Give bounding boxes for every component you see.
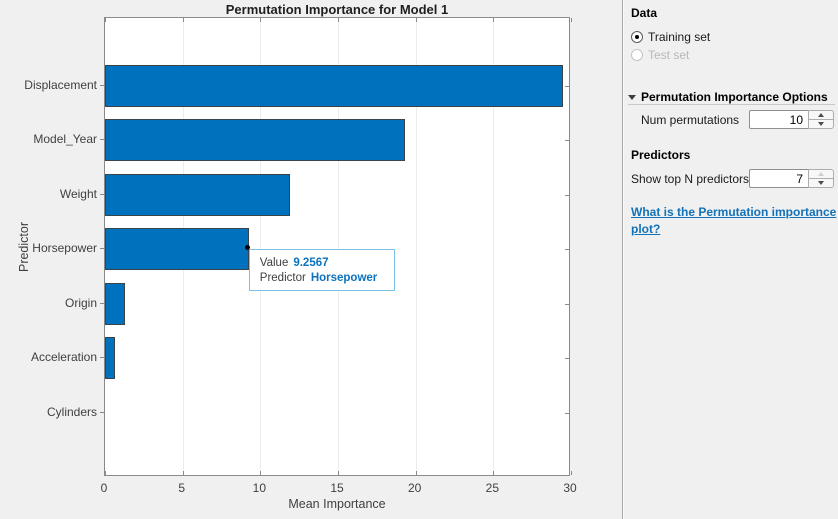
x-tick-label-0: 0 <box>100 481 108 495</box>
show-top-n-decrement-button[interactable] <box>808 178 834 188</box>
gridline-x-20 <box>415 18 417 475</box>
y-tick-label-horsepower: Horsepower <box>32 241 97 255</box>
y-tick-right-cylinders <box>565 412 569 414</box>
y-axis-tick-labels: Displacement Model_Year Weight Horsepower Or… <box>0 17 97 476</box>
x-tick-5 <box>182 471 184 475</box>
arrow-up-icon <box>818 113 824 117</box>
x-tick-20 <box>415 18 417 22</box>
x-tick-label-25: 25 <box>485 481 499 495</box>
datatip-value-label: Value <box>259 257 289 269</box>
datatip-marker[interactable] <box>245 245 251 250</box>
x-tick-label-5: 5 <box>178 481 185 495</box>
gridline-x-10 <box>260 18 262 475</box>
x-tick-15 <box>338 18 339 22</box>
radio-training-set-icon[interactable] <box>631 31 643 43</box>
y-tick-horsepower <box>100 248 104 249</box>
x-tick-10 <box>260 18 262 22</box>
arrow-up-icon <box>818 172 824 176</box>
show-top-n-spinner <box>749 169 834 188</box>
y-tick-model_year <box>100 139 104 140</box>
show-top-n-increment-button <box>808 169 834 178</box>
x-tick-25 <box>493 471 495 475</box>
y-tick-label-cylinders: Cylinders <box>46 404 97 419</box>
x-tick-30 <box>571 471 572 475</box>
chevron-down-icon <box>628 94 636 100</box>
bar-model_year[interactable] <box>105 119 405 161</box>
x-tick-label-10: 10 <box>252 481 266 495</box>
predictors-section-title: Predictors <box>631 148 691 162</box>
y-tick-label-weight: Weight <box>59 186 97 201</box>
show-top-n-spin-buttons <box>808 169 834 188</box>
y-tick-label-model_year: Model_Year <box>33 132 97 146</box>
chart-title: Permutation Importance for Model 1 <box>225 2 449 17</box>
bar-acceleration[interactable] <box>105 337 116 379</box>
datatip-tooltip[interactable]: Value 9.2567 Predictor Horsepower <box>248 249 395 291</box>
x-tick-20 <box>415 471 417 475</box>
figure-area: Permutation Importance for Model 1 Predi… <box>0 2 577 511</box>
y-tick-right-displacement <box>565 85 569 87</box>
y-tick-label-origin: Origin <box>64 295 97 310</box>
num-permutations-spin-buttons <box>808 110 834 129</box>
options-panel: Data Training set Test set Permutation I… <box>622 0 838 519</box>
bar-weight[interactable] <box>105 173 290 216</box>
x-tick-30 <box>571 18 572 22</box>
x-axis-label: Mean Importance <box>288 497 386 511</box>
bar-horsepower[interactable] <box>105 228 249 270</box>
x-tick-label-15: 15 <box>330 481 344 495</box>
num-permutations-spinner <box>749 110 834 129</box>
y-tick-right-weight <box>565 194 569 196</box>
datatip-predictor-row: Predictor Horsepower <box>260 271 384 286</box>
plot-area <box>104 17 572 476</box>
y-tick-label-acceleration: Acceleration <box>30 350 97 364</box>
radio-test-set-label: Test set <box>648 48 690 62</box>
y-tick-origin <box>100 302 104 304</box>
x-tick-10 <box>260 471 262 475</box>
x-tick-label-20: 20 <box>407 481 422 495</box>
help-link[interactable]: What is the Permutation importance plot? <box>631 205 837 236</box>
radio-training-set-label: Training set <box>648 30 711 44</box>
gridline-x-15 <box>338 18 339 475</box>
datatip-predictor-label: Predictor <box>259 271 306 284</box>
bar-displacement[interactable] <box>105 64 564 107</box>
x-tick-25 <box>493 18 495 22</box>
x-tick-0 <box>105 18 106 22</box>
y-tick-label-displacement: Displacement <box>24 77 97 92</box>
num-permutations-label: Num permutations <box>641 113 740 127</box>
radio-training-set[interactable]: Training set <box>631 30 710 44</box>
x-tick-label-30: 30 <box>563 481 577 495</box>
gridline-x-25 <box>493 18 495 475</box>
arrow-down-icon <box>818 181 824 185</box>
x-tick-5 <box>182 18 184 22</box>
y-tick-weight <box>100 193 104 195</box>
perm-options-title: Permutation Importance Options <box>641 90 828 104</box>
y-tick-acceleration <box>100 357 104 358</box>
datatip-value-row: Value 9.2567 <box>260 256 384 271</box>
show-top-n-label: Show top N predictors <box>631 172 750 186</box>
x-tick-0 <box>105 471 106 475</box>
show-top-n-input[interactable] <box>749 169 809 188</box>
num-permutations-decrement-button[interactable] <box>808 119 834 129</box>
num-permutations-increment-button[interactable] <box>808 110 834 119</box>
y-tick-right-acceleration <box>565 358 569 359</box>
data-section-title: Data <box>631 6 658 20</box>
y-tick-right-model_year <box>565 140 569 141</box>
datatip-value: 9.2567 <box>293 257 329 269</box>
y-tick-right-origin <box>565 303 569 305</box>
perm-options-accordion-header[interactable]: Permutation Importance Options <box>628 90 835 105</box>
num-permutations-input[interactable] <box>749 110 809 129</box>
radio-test-set: Test set <box>631 48 689 62</box>
radio-test-set-icon <box>631 49 643 61</box>
y-tick-right-horsepower <box>565 249 569 250</box>
y-tick-cylinders <box>100 411 104 413</box>
y-tick-displacement <box>100 84 104 86</box>
arrow-down-icon <box>818 122 824 126</box>
bar-origin[interactable] <box>105 282 126 325</box>
datatip-predictor: Horsepower <box>310 271 378 284</box>
x-tick-15 <box>338 471 339 475</box>
